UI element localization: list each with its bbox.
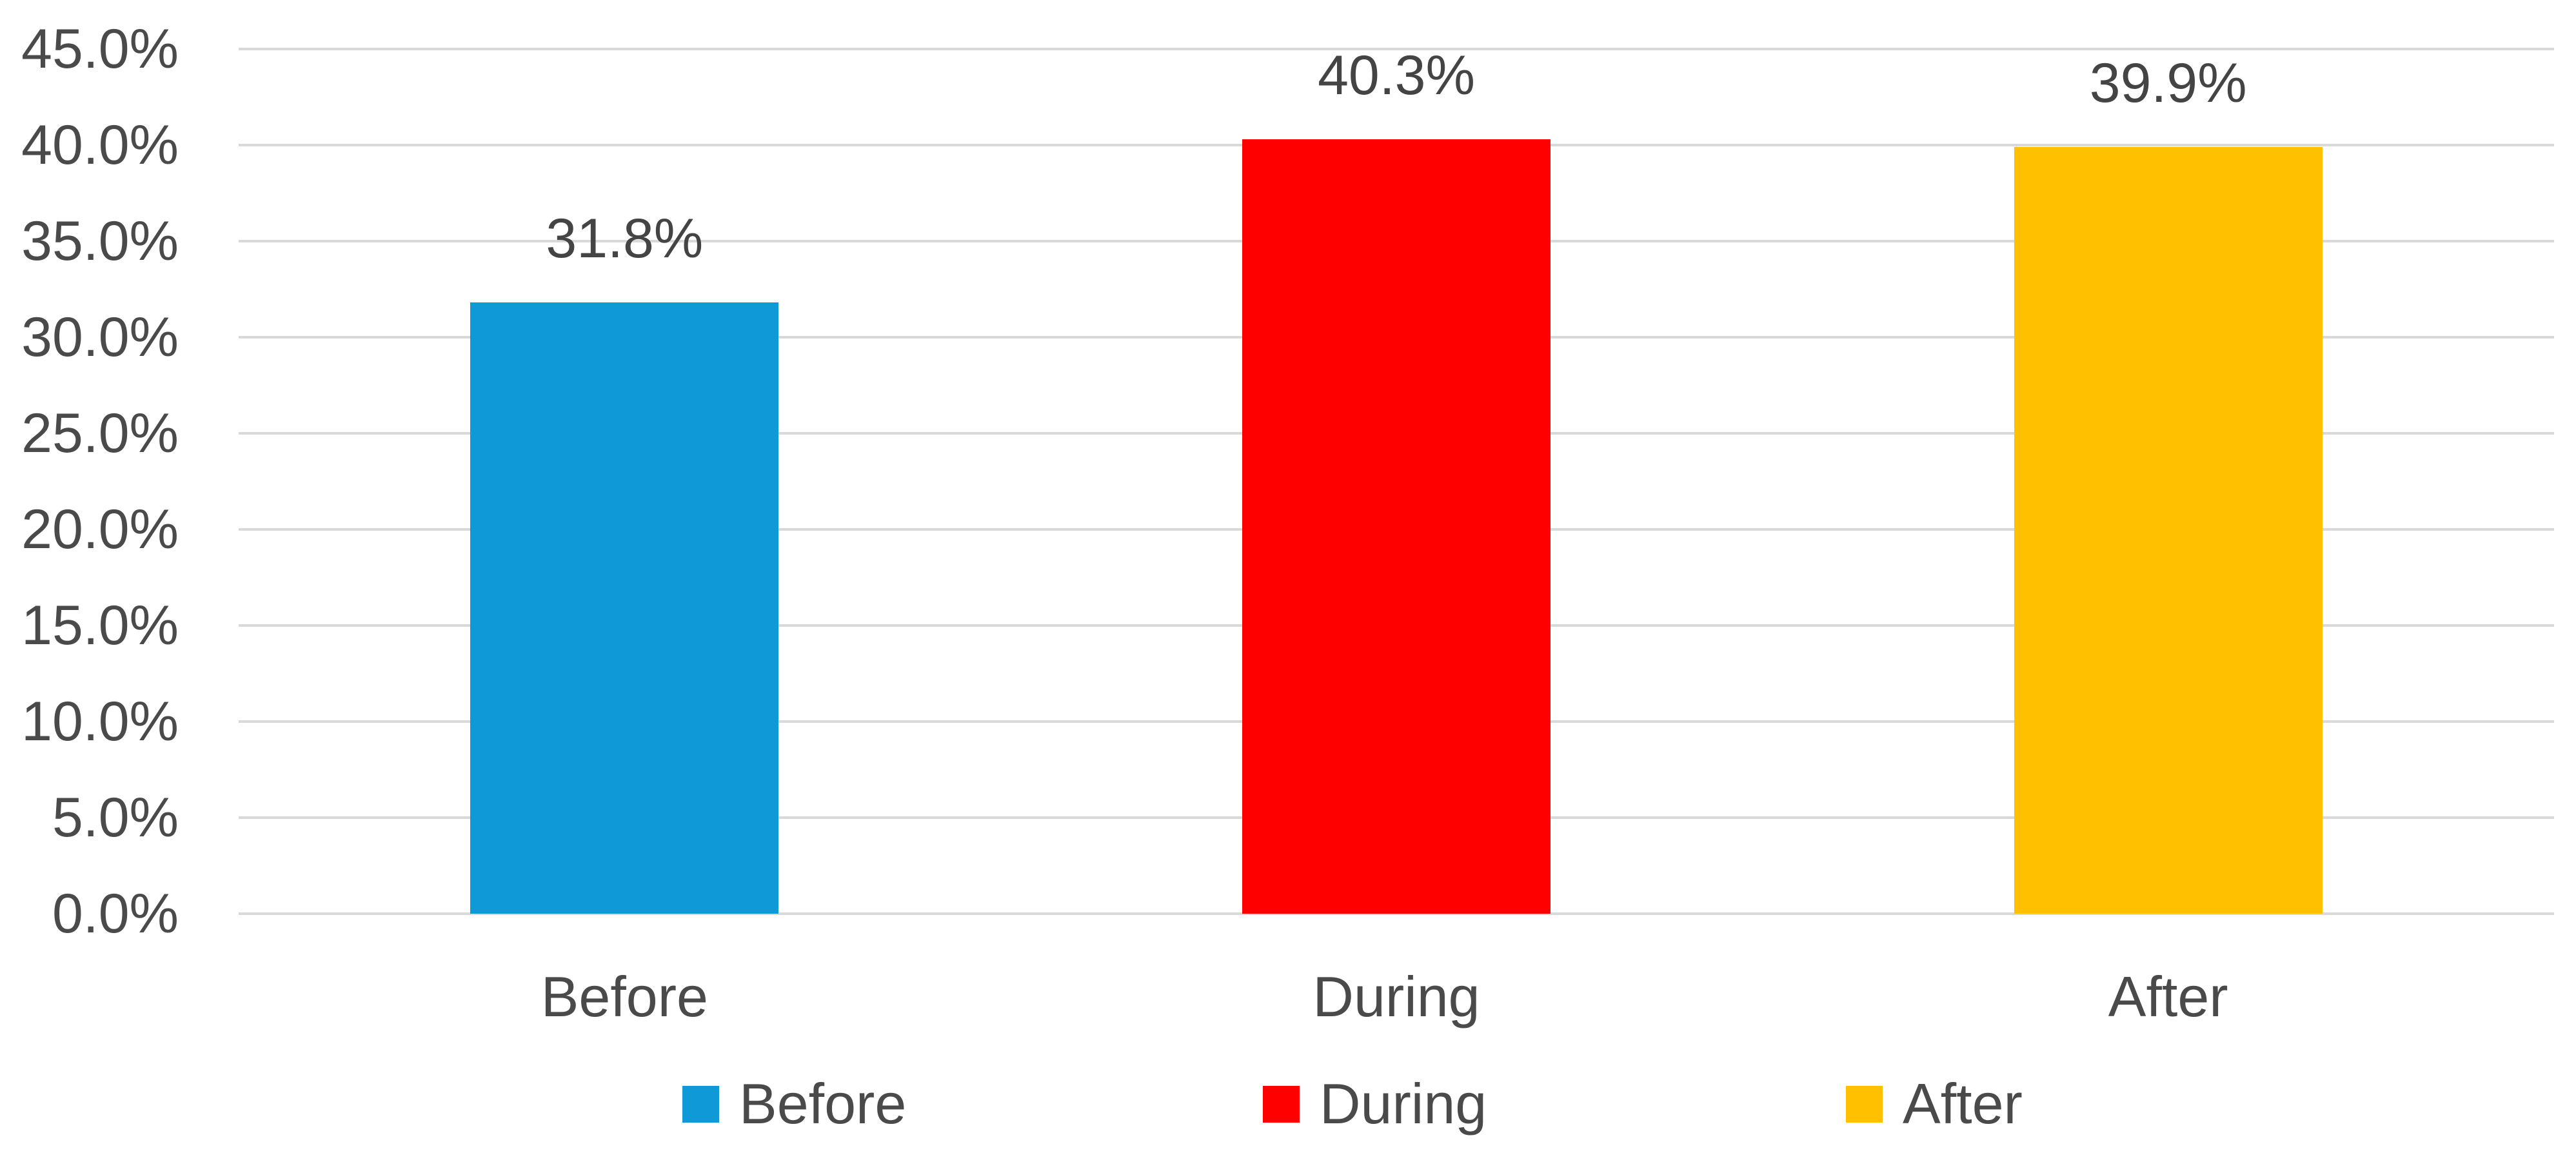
y-tick-label: 5.0% [52, 787, 179, 849]
data-label: 39.9% [2089, 52, 2247, 114]
legend-label: During [1320, 1072, 1487, 1136]
y-axis: 45.0% 40.0% 35.0% 30.0% 25.0% 20.0% 15.0% 10.0%… [0, 0, 179, 1151]
data-label: 40.3% [1318, 44, 1475, 107]
x-axis: Before During After [239, 969, 2554, 1025]
y-tick-label: 45.0% [21, 18, 179, 80]
y-tick-label: 0.0% [52, 883, 179, 945]
data-label: 31.8% [546, 208, 704, 270]
category-label: After [2108, 965, 2228, 1028]
y-tick-label: 35.0% [21, 210, 179, 272]
y-tick-label: 25.0% [21, 402, 179, 464]
y-tick-label: 15.0% [21, 595, 179, 656]
legend-swatch [1263, 1086, 1300, 1123]
gridline [239, 912, 2554, 915]
bar-after: 39.9% [2014, 55, 2323, 914]
plot-area: 31.8% 40.3% 39.9% [239, 47, 2554, 915]
y-tick-label: 20.0% [21, 498, 179, 560]
bar-during: 40.3% [1242, 47, 1551, 914]
y-tick-label: 40.0% [21, 114, 179, 176]
bar-slots: 31.8% 40.3% 39.9% [239, 47, 2554, 914]
bar-slot: 40.3% [1011, 47, 1783, 914]
legend-swatch [1846, 1086, 1883, 1123]
bar-slot: 31.8% [239, 49, 1011, 914]
y-tick-label: 10.0% [21, 691, 179, 753]
legend-swatch [682, 1086, 719, 1123]
y-tick-label: 30.0% [21, 306, 179, 368]
legend-label: Before [739, 1072, 907, 1136]
bar-before: 31.8% [470, 210, 779, 914]
category-label: Before [540, 965, 708, 1028]
gridline [239, 48, 2554, 50]
category-label: During [1313, 965, 1480, 1028]
legend-label: After [1903, 1072, 2023, 1136]
bar-slot: 39.9% [1782, 49, 2554, 914]
